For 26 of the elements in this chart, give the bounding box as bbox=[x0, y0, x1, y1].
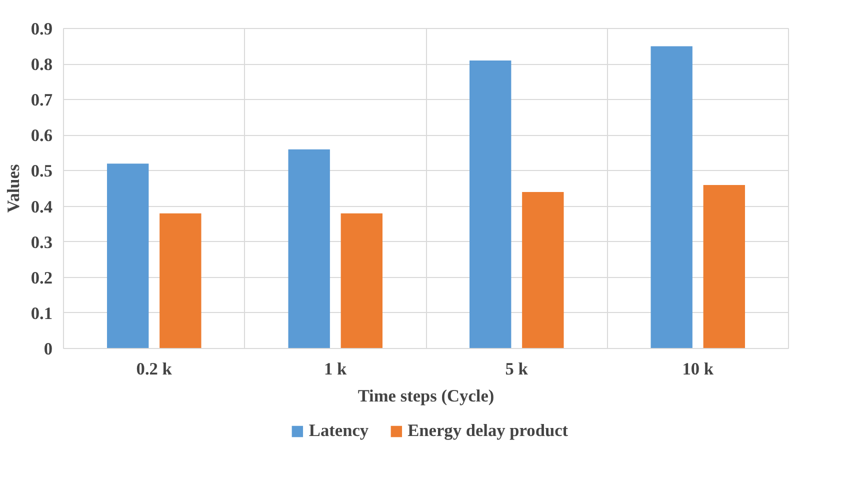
bar bbox=[522, 192, 564, 348]
bar bbox=[160, 213, 202, 348]
x-tick-label: 0.2 k bbox=[136, 360, 172, 378]
y-tick-label: 0.8 bbox=[30, 55, 53, 74]
y-tick-label: 0.3 bbox=[30, 232, 53, 252]
bar bbox=[340, 213, 382, 348]
x-tick-label: 10 k bbox=[682, 360, 714, 378]
legend-label: Latency bbox=[308, 420, 369, 440]
y-tick-label: 0.4 bbox=[30, 197, 53, 216]
x-tick-label: 5 k bbox=[505, 360, 528, 378]
y-tick-label: 0.2 bbox=[30, 268, 53, 288]
y-tick-label: 0 bbox=[44, 340, 53, 358]
bar bbox=[650, 46, 692, 348]
x-axis-title: Time steps (Cycle) bbox=[358, 386, 494, 406]
bar bbox=[107, 164, 149, 348]
y-tick-label: 0.5 bbox=[30, 162, 53, 181]
legend-label: Energy delay product bbox=[408, 420, 568, 440]
y-tick-label: 0.7 bbox=[30, 90, 53, 110]
y-tick-label: 0.6 bbox=[30, 126, 53, 146]
y-tick-label: 0.1 bbox=[30, 304, 53, 323]
x-tick-label: 1 k bbox=[324, 360, 348, 378]
bar bbox=[703, 184, 745, 348]
y-axis-title: Values bbox=[4, 164, 23, 213]
y-tick-label: 0.9 bbox=[30, 20, 53, 38]
bar bbox=[288, 149, 330, 348]
bar bbox=[470, 60, 512, 348]
